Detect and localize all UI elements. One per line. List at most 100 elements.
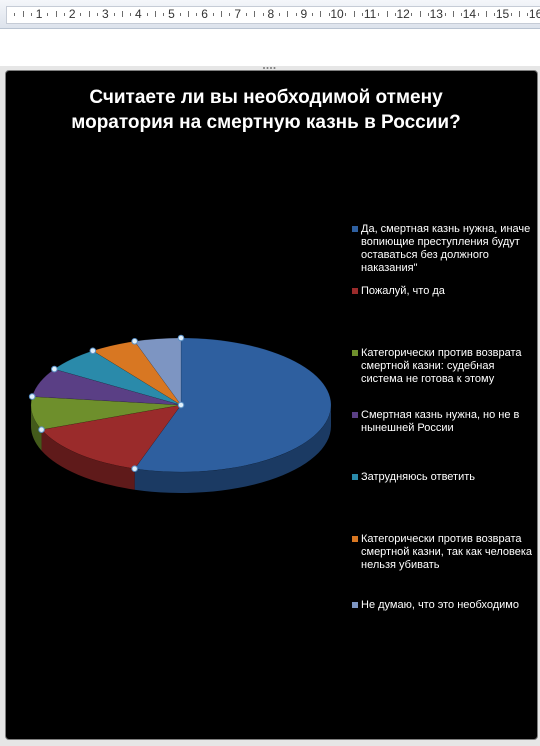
- ruler-tick: [519, 11, 521, 17]
- ruler-number: 13: [429, 7, 443, 21]
- ruler-tick: [154, 11, 156, 17]
- ruler-tick: [295, 12, 297, 16]
- pie-tops: [30, 337, 332, 473]
- ruler-tick: [245, 12, 247, 16]
- legend-key: [352, 474, 358, 480]
- ruler-tick: [63, 12, 65, 16]
- selection-handles: [28, 334, 185, 473]
- legend-key: [352, 602, 358, 608]
- ruler-number: 3: [101, 7, 109, 21]
- ruler-tick: [279, 12, 281, 16]
- ruler-tick: [212, 12, 214, 16]
- legend-key: [352, 536, 358, 542]
- ruler-tick: [121, 11, 123, 17]
- ruler-tick: [345, 12, 347, 16]
- ruler-tick: [262, 12, 264, 16]
- ruler-strip: [6, 6, 540, 24]
- selection-handle[interactable]: [177, 334, 185, 342]
- ruler-tick: [254, 11, 256, 17]
- ruler-tick: [47, 12, 49, 16]
- legend-item[interactable]: Категорически против возврата смертной к…: [352, 347, 536, 386]
- legend-item[interactable]: Смертная казнь нужна, но не в нынешней Р…: [352, 409, 536, 435]
- ruler-tick: [510, 12, 512, 16]
- legend-label: Затрудняюсь ответить: [361, 471, 476, 483]
- ruler-tick: [477, 12, 479, 16]
- legend-item[interactable]: Да, смертная казнь нужна, иначе вопиющие…: [352, 223, 536, 275]
- legend-key: [352, 288, 358, 294]
- pie-slice[interactable]: [134, 337, 332, 473]
- ruler-tick: [527, 12, 529, 16]
- resize-handle-icon[interactable]: [262, 66, 276, 70]
- ruler-tick: [196, 12, 198, 16]
- ruler-tick: [80, 12, 82, 16]
- legend-item[interactable]: Пожалуй, что да: [352, 285, 536, 298]
- ruler-tick: [312, 12, 314, 16]
- legend-label: Смертная казнь нужна, но не в нынешней Р…: [361, 409, 520, 434]
- ruler-tick: [163, 12, 165, 16]
- selection-handle[interactable]: [89, 347, 97, 355]
- legend-label: Да, смертная казнь нужна, иначе вопиющие…: [361, 223, 531, 274]
- legend-item[interactable]: Не думаю, что это необходимо: [352, 599, 536, 612]
- ruler-tick: [386, 11, 388, 17]
- ruler-number: 10: [330, 7, 344, 21]
- ruler-number: 15: [495, 7, 510, 21]
- legend-key: [352, 226, 358, 232]
- pie-slice-side: [41, 429, 135, 490]
- ruler-number: 6: [201, 7, 208, 21]
- ruler-tick: [113, 12, 115, 16]
- pie-chart[interactable]: [6, 71, 537, 739]
- ruler-tick: [353, 11, 355, 17]
- selection-handle[interactable]: [28, 393, 36, 400]
- legend-key: [352, 350, 358, 356]
- legend-label: Не думаю, что это необходимо: [361, 599, 519, 611]
- ruler-tick: [146, 12, 148, 16]
- legend-item[interactable]: Категорически против возврата смертной к…: [352, 533, 536, 572]
- selection-handle[interactable]: [177, 401, 185, 409]
- selection-handle[interactable]: [38, 426, 45, 433]
- ruler-number: 9: [300, 7, 308, 21]
- ruler-tick: [229, 12, 231, 16]
- ruler-tick: [22, 11, 24, 17]
- ruler-tick: [494, 12, 496, 16]
- selection-handle[interactable]: [51, 365, 58, 373]
- ruler-number: 4: [135, 7, 142, 21]
- ruler-tick: [452, 11, 454, 17]
- ruler-tick: [411, 12, 413, 16]
- legend-key: [352, 412, 358, 418]
- ruler-tick: [361, 12, 363, 16]
- ruler-tick: [97, 12, 99, 16]
- pie-slice-side: [134, 405, 331, 493]
- ruler-tick: [130, 12, 132, 16]
- ruler-number: 1: [35, 7, 43, 21]
- ruler-tick: [328, 12, 330, 16]
- ruler-number: 8: [267, 7, 275, 21]
- ruler-number: 12: [396, 7, 410, 21]
- legend-label: Категорически против возврата смертной к…: [361, 347, 522, 385]
- ruler-tick: [444, 12, 446, 16]
- pie-slice[interactable]: [41, 404, 182, 469]
- ruler-number: 2: [68, 7, 76, 21]
- legend-item[interactable]: Затрудняюсь ответить: [352, 471, 536, 484]
- ruler-tick: [378, 12, 380, 16]
- ruler-tick: [428, 12, 430, 16]
- ruler-number: 11: [363, 7, 377, 21]
- ruler-tick: [14, 12, 16, 16]
- ruler-tick: [88, 11, 90, 17]
- page-top-margin: [0, 29, 540, 66]
- selection-handle[interactable]: [131, 337, 138, 345]
- ruler-tick: [394, 12, 396, 16]
- ruler-tick: [485, 11, 487, 17]
- ruler-tick: [320, 11, 322, 17]
- ruler-number: 14: [462, 7, 477, 21]
- legend-label: Категорически против возврата смертной к…: [361, 533, 533, 571]
- ruler-number: 5: [168, 7, 175, 21]
- pie-slice-side: [31, 405, 42, 451]
- ruler-number: 16: [528, 7, 540, 21]
- ruler-tick: [419, 11, 421, 17]
- selection-handle[interactable]: [131, 465, 138, 473]
- ruler-number: 7: [234, 7, 242, 21]
- chart-title: Считаете ли вы необходимой отмену морато…: [71, 87, 461, 133]
- horizontal-ruler: 1 2 3 4 5 6 7 8 9 10 11 12 13 14 15 16: [0, 0, 540, 29]
- ruler-tick: [30, 12, 32, 16]
- chart-area[interactable]: Считаете ли вы необходимой отмену морато…: [5, 70, 538, 740]
